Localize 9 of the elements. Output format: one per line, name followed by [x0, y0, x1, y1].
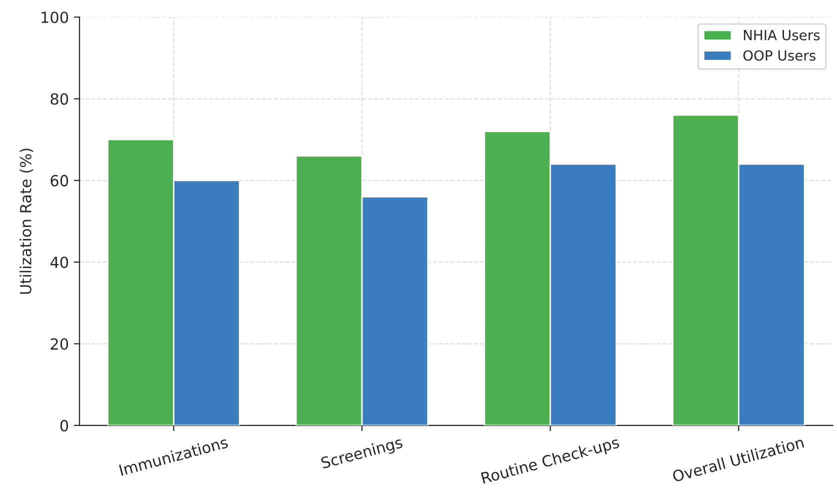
y-axis-title: Utilization Rate (%) [20, 148, 34, 294]
y-tick-label: 80 [50, 93, 68, 105]
y-tick-label: 100 [42, 12, 68, 24]
legend-label: NHIA Users [744, 30, 820, 40]
y-tick-label: 60 [50, 174, 68, 186]
y-tick-label: 40 [50, 256, 68, 268]
legend-label: OOP Users [743, 50, 816, 61]
y-tick-label: 0 [60, 420, 68, 432]
y-tick-label: 20 [50, 338, 68, 350]
